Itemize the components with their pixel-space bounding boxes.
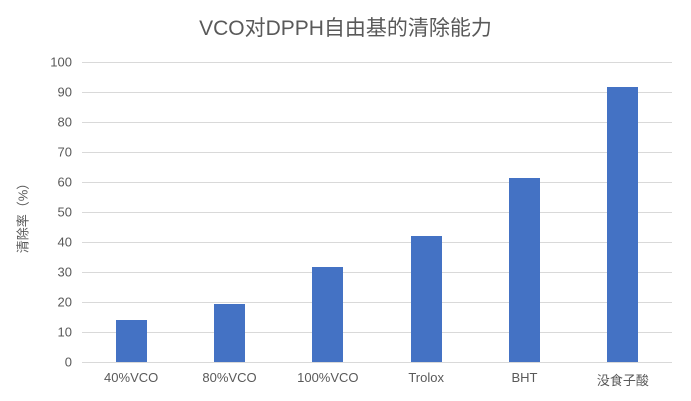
gridline [82,62,672,63]
y-tick-label: 30 [57,264,72,280]
bar [607,86,639,362]
x-tick-label: Trolox [408,370,444,385]
plot-area: 0 10 20 30 40 50 60 70 80 90 100 40%VCO 80%VCO 100%VC… [50,55,672,388]
y-tick-label: 50 [57,204,72,220]
gridline [82,212,672,213]
x-tick-label: 没食子酸 [596,373,649,388]
x-tick-label: 40%VCO [104,370,159,385]
gridline [82,272,672,273]
y-tick-label: 100 [50,54,72,70]
y-tick-label: 60 [57,174,72,190]
gridline [82,302,672,303]
bar [410,236,442,362]
gridline [82,242,672,243]
x-tick-label: BHT [511,370,538,385]
y-tick-label: 20 [57,294,72,310]
y-tick-label: 0 [64,354,72,370]
gridline [82,152,672,153]
gridline [82,122,672,123]
x-tick-label: 100%VCO [297,370,359,385]
y-tick-label: 90 [57,84,72,100]
y-axis-label: 清除率（%） [15,176,31,254]
bar [214,304,245,362]
bar [115,320,147,362]
bar [312,266,344,362]
gridline [82,92,672,93]
chart-title: VCO对DPPH自由基的清除能力 [199,17,492,40]
bar [509,178,540,362]
x-tick-label: 80%VCO [202,370,257,385]
gridline [82,332,672,333]
y-tick-label: 10 [57,324,72,340]
y-tick-label: 70 [57,144,72,160]
y-tick-label: 80 [57,114,72,130]
gridline [82,362,672,363]
y-tick-label: 40 [57,234,72,250]
gridline [82,182,672,183]
